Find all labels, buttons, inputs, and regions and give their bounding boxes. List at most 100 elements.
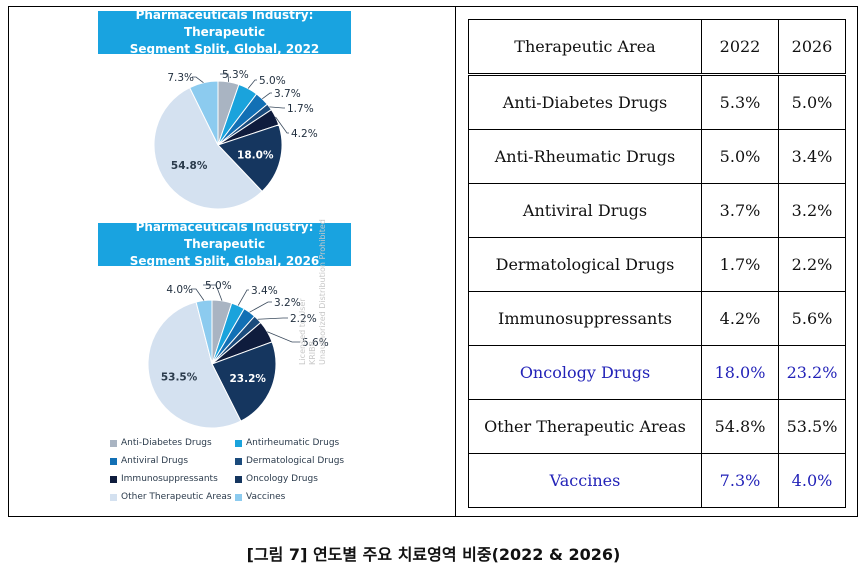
legend-label: Dermatological Drugs <box>246 456 345 466</box>
data-label: 3.7% <box>274 88 301 100</box>
table-row: Anti-Diabetes Drugs 5.3% 5.0% <box>468 74 846 130</box>
data-label: 1.7% <box>287 103 314 115</box>
table-row: Anti-Rheumatic Drugs 5.0% 3.4% <box>468 129 846 184</box>
data-label: 53.5% <box>161 371 198 383</box>
figure-caption: [그림 7] 연도별 주요 치료영역 비중(2022 & 2026) <box>246 545 621 564</box>
legend-label: Antirheumatic Drugs <box>246 438 340 448</box>
legend-item: Dermatological Drugs <box>235 456 360 466</box>
leader-line <box>237 289 249 306</box>
chart-title-2022-line2: Segment Split, Global, 2022 <box>129 42 320 56</box>
cell-2022: 4.2% <box>701 291 779 346</box>
legend-item: Oncology Drugs <box>235 474 360 484</box>
table-row: Immunosuppressants 4.2% 5.6% <box>468 291 846 346</box>
cell-2026: 53.5% <box>778 399 846 454</box>
cell-area: Antiviral Drugs <box>468 183 702 238</box>
figure-frame <box>8 6 858 517</box>
pie-chart-2022: 5.3% 5.0%3.7% 1.7% 4.2% 7.3% 18.0% 54.8% <box>153 69 318 210</box>
cell-2026: 5.0% <box>778 74 846 130</box>
legend-item: Vaccines <box>235 492 360 502</box>
cell-area: Anti-Diabetes Drugs <box>468 74 702 130</box>
data-label: 5.0% <box>259 75 286 87</box>
legend-swatch <box>110 493 117 501</box>
legend-item: Antirheumatic Drugs <box>235 438 360 448</box>
cell-2026: 3.2% <box>778 183 846 238</box>
legend-label: Oncology Drugs <box>246 474 318 484</box>
chart-title-2026-line2: Segment Split, Global, 2026 <box>129 254 320 268</box>
legend-swatch <box>235 457 242 465</box>
cell-2026: 5.6% <box>778 291 846 346</box>
chart-legend: Anti-Diabetes Drugs Antirheumatic Drugs An… <box>110 438 360 502</box>
cell-2026: 23.2% <box>778 345 846 400</box>
legend-swatch <box>235 493 242 501</box>
panel-divider <box>455 6 456 517</box>
legend-swatch <box>235 475 242 483</box>
cell-2022: 7.3% <box>701 453 779 508</box>
data-label: 5.3% <box>222 69 249 81</box>
cell-2022: 54.8% <box>701 399 779 454</box>
cell-2022: 3.7% <box>701 183 779 238</box>
leader-line <box>247 79 257 89</box>
pie-slice <box>153 86 263 210</box>
legend-label: Other Therapeutic Areas <box>121 492 232 502</box>
legend-label: Anti-Diabetes Drugs <box>121 438 212 448</box>
leader-line <box>220 73 230 82</box>
pie-slice <box>188 80 219 146</box>
table-row: Other Therapeutic Areas 54.8% 53.5% <box>468 399 846 454</box>
leader-line <box>269 106 285 109</box>
data-label: 54.8% <box>171 160 208 172</box>
table-row: Antiviral Drugs 3.7% 3.2% <box>468 183 846 238</box>
leader-line <box>267 331 300 343</box>
data-label: 23.2% <box>230 373 267 385</box>
data-label: 3.2% <box>274 297 301 309</box>
pie-slice <box>147 301 242 429</box>
cell-2022: 5.0% <box>701 129 779 184</box>
legend-label: Vaccines <box>246 492 286 502</box>
leader-line <box>203 284 223 301</box>
data-label: 3.4% <box>251 285 278 297</box>
header-2026: 2026 <box>778 19 846 76</box>
legend-swatch <box>110 475 117 483</box>
table-row: Oncology Drugs 18.0% 23.2% <box>468 345 846 400</box>
data-label: 18.0% <box>237 149 274 161</box>
therapeutic-share-table: Therapeutic Area 2022 2026 Anti-Diabetes… <box>468 19 846 508</box>
data-label: 4.0% <box>166 284 193 296</box>
cell-2022: 5.3% <box>701 74 779 130</box>
cell-area: Oncology Drugs <box>468 345 702 400</box>
legend-swatch <box>110 457 117 465</box>
legend-label: Immunosuppressants <box>121 474 218 484</box>
leader-line <box>191 288 205 301</box>
pie-chart-2026: 5.0% 3.4%3.2% 2.2% 5.6% 4.0% 23.2% 53.5% <box>147 280 329 429</box>
data-label: 7.3% <box>167 72 194 84</box>
leader-line <box>262 92 272 100</box>
data-label: 5.0% <box>205 280 232 292</box>
cell-2026: 4.0% <box>778 453 846 508</box>
legend-item: Immunosuppressants <box>110 474 235 484</box>
leader-line <box>249 301 272 313</box>
leader-line <box>275 116 289 134</box>
license-watermark: Licensed to User KRIBB Unauthorized Dist… <box>298 195 338 365</box>
table-row: Dermatological Drugs 1.7% 2.2% <box>468 237 846 292</box>
table-header-row: Therapeutic Area 2022 2026 <box>468 19 846 76</box>
cell-2026: 2.2% <box>778 237 846 292</box>
legend-label: Antiviral Drugs <box>121 456 189 466</box>
pie-slice <box>211 341 277 422</box>
header-2022: 2022 <box>701 19 779 76</box>
leader-line <box>257 317 288 320</box>
cell-area: Vaccines <box>468 453 702 508</box>
cell-area: Other Therapeutic Areas <box>468 399 702 454</box>
chart-title-2022: Pharmaceuticals Industry: Therapeutic Se… <box>98 8 351 56</box>
data-label: 5.6% <box>302 337 329 349</box>
chart-title-2022-line1: Pharmaceuticals Industry: Therapeutic <box>135 8 314 39</box>
cell-2022: 1.7% <box>701 237 779 292</box>
cell-area: Dermatological Drugs <box>468 237 702 292</box>
cell-2022: 18.0% <box>701 345 779 400</box>
cell-area: Immunosuppressants <box>468 291 702 346</box>
legend-item: Anti-Diabetes Drugs <box>110 438 235 448</box>
pie-slice <box>217 124 283 193</box>
legend-item: Other Therapeutic Areas <box>110 492 235 502</box>
leader-line <box>192 76 204 83</box>
data-label: 2.2% <box>290 313 317 325</box>
legend-swatch <box>110 439 117 447</box>
legend-swatch <box>235 439 242 447</box>
cell-area: Anti-Rheumatic Drugs <box>468 129 702 184</box>
